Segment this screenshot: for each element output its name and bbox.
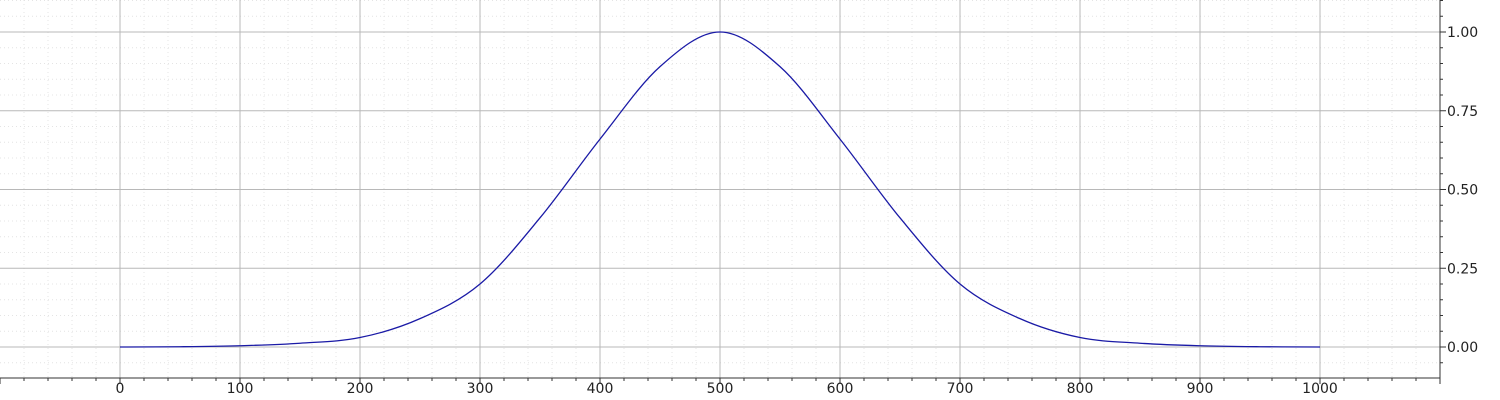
x-tick-label: 600: [827, 381, 854, 397]
x-tick-label: 900: [1187, 381, 1214, 397]
series: [119, 31, 1321, 348]
x-tick-label: 800: [1067, 381, 1094, 397]
x-tick-label: 200: [347, 381, 374, 397]
series-line: [119, 31, 1321, 348]
y-tick-label: 0.50: [1447, 183, 1478, 199]
x-tick-label: 100: [227, 381, 254, 397]
x-tick-label: 1000: [1302, 381, 1338, 397]
tick-labels: 0 100 200 300 400 500 600 700 800 900 1000 0.00 0.25…: [116, 25, 1479, 397]
y-tick-label: 0.00: [1447, 340, 1478, 356]
major-grid: [0, 0, 1440, 378]
x-tick-label: 0: [116, 381, 125, 397]
y-tick-label: 0.75: [1447, 104, 1478, 120]
x-tick-label: 700: [947, 381, 974, 397]
y-tick-label: 0.25: [1447, 261, 1478, 277]
ticks: [0, 0, 1446, 384]
y-tick-label: 1.00: [1447, 25, 1478, 41]
x-tick-label: 400: [587, 381, 614, 397]
x-tick-label: 300: [467, 381, 494, 397]
x-tick-label: 500: [707, 381, 734, 397]
